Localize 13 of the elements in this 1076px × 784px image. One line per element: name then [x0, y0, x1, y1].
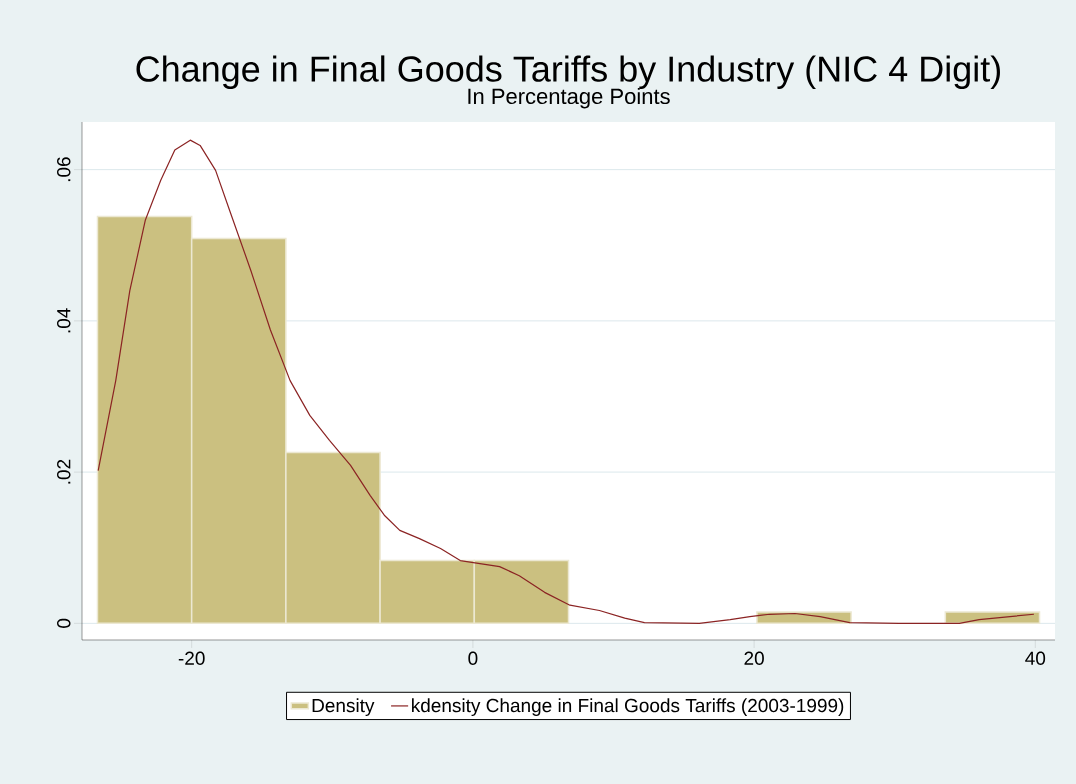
y-tick-label: .04 — [57, 308, 71, 333]
line-series — [97, 139, 1035, 624]
x-tick-label: -20 — [178, 651, 205, 665]
y-tick-label: .06 — [57, 157, 71, 182]
x-tick-label: 40 — [1025, 651, 1046, 665]
chart-title: Change in Final Goods Tariffs by Industry (NIC 4 Digit) — [136, 55, 1000, 89]
legend-label: Density — [312, 698, 375, 716]
legend-label: kdensity Change in Final Goods Tariffs (2003-1999) — [412, 698, 844, 716]
y-tick-label: 0 — [57, 618, 71, 628]
x-tick-label: 0 — [468, 651, 478, 665]
y-tick-label: .02 — [57, 459, 71, 484]
chart-subtitle: In Percentage Points — [468, 87, 670, 109]
x-tick-label: 20 — [744, 651, 764, 665]
